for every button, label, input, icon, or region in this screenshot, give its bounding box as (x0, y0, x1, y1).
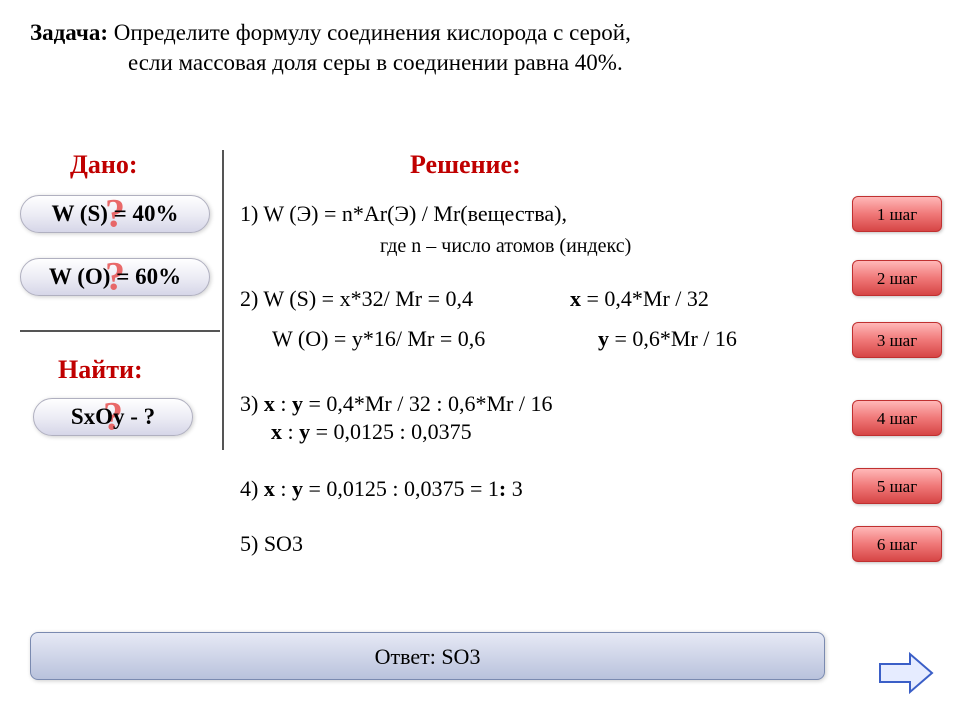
task-text-line1: Определите формулу соединения кислорода … (108, 20, 631, 45)
divider-line (20, 330, 220, 332)
given-wo-pill: ? W (O) = 60% (20, 258, 210, 296)
step-button-5[interactable]: 5 шаг (852, 468, 942, 504)
step2a-r-text: = 0,4*Mr / 32 (587, 286, 709, 311)
vertical-divider (222, 150, 224, 450)
solution-step-2a-right: x = 0,4*Mr / 32 (570, 285, 820, 313)
step-button-2[interactable]: 2 шаг (852, 260, 942, 296)
step-button-4[interactable]: 4 шаг (852, 400, 942, 436)
step-button-3[interactable]: 3 шаг (852, 322, 942, 358)
step-button-6[interactable]: 6 шаг (852, 526, 942, 562)
step5-text: 5) SO3 (240, 531, 303, 556)
step4-text: 4) x : y = 0,0125 : 0,0375 = 1: 3 (240, 476, 523, 501)
solution-step-3b: x : y = 0,0125 : 0,0375 (271, 418, 820, 446)
find-formula-pill: ? SxOy - ? (33, 398, 193, 436)
answer-bar: Ответ: SO3 (30, 632, 825, 680)
step3a-text: 3) x : y = 0,4*Mr / 32 : 0,6*Mr / 16 (240, 391, 552, 416)
solution-step-1a: 1) W (Э) = n*Ar(Э) / Mr(вещества), (240, 200, 820, 228)
task-statement: Задача: Определите формулу соединения ки… (30, 18, 930, 78)
solution-step-2b-right: y = 0,6*Mr / 16 (598, 325, 820, 353)
given-heading: Дано: (70, 150, 138, 180)
given-ws-text: W (S) = 40% (21, 196, 209, 232)
solution-step-4: 4) x : y = 0,0125 : 0,0375 = 1: 3 (240, 475, 820, 503)
step1-text: 1) W (Э) = n*Ar(Э) / Mr(вещества), (240, 201, 567, 226)
next-arrow-button[interactable] (876, 648, 936, 698)
step2b-text: W (O) = y*16/ Mr = 0,6 (272, 326, 485, 351)
task-text-line2: если массовая доля серы в соединении рав… (30, 48, 623, 78)
step-button-1[interactable]: 1 шаг (852, 196, 942, 232)
find-formula-text: SxOy - ? (34, 399, 192, 435)
task-label: Задача: (30, 20, 108, 45)
step2b-r-text: = 0,6*Mr / 16 (615, 326, 737, 351)
solution-heading: Решение: (410, 150, 521, 180)
solution-step-3a: 3) x : y = 0,4*Mr / 32 : 0,6*Mr / 16 (240, 390, 820, 418)
solution-step-1b: где n – число атомов (индекс) (380, 234, 820, 259)
solution-step-5: 5) SO3 (240, 530, 820, 558)
step2a-text: 2) W (S) = x*32/ Mr = 0,4 (240, 286, 473, 311)
given-wo-text: W (O) = 60% (21, 259, 209, 295)
step3b-text: x : y = 0,0125 : 0,0375 (271, 419, 472, 444)
given-ws-pill: ? W (S) = 40% (20, 195, 210, 233)
find-heading: Найти: (58, 355, 143, 385)
step1b-text: где n – число атомов (индекс) (380, 235, 631, 257)
